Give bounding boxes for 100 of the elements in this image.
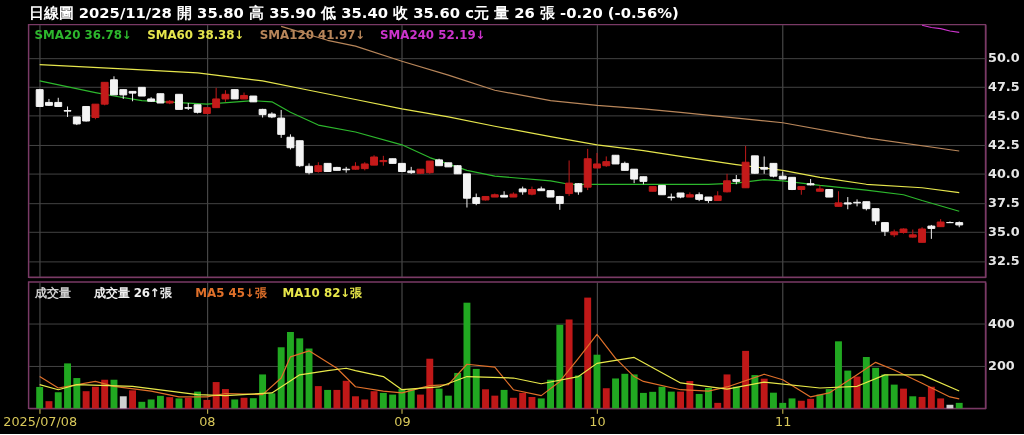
bar: [73, 378, 81, 409]
bar: [509, 397, 517, 409]
chart-title: 日線圖 2025/11/28 開 35.80 高 35.90 低 35.40 收 35.60 c元 量 26 張 -0.20 (-0.56%): [28, 3, 679, 21]
bar: [352, 396, 359, 409]
bar: [519, 392, 527, 409]
bar: [584, 297, 592, 409]
bar: [314, 386, 322, 409]
y-tick-label: 32.5: [987, 253, 1020, 269]
y-tick-label: 42.5: [987, 137, 1020, 153]
x-tick-label: 2025/07/08: [3, 413, 78, 429]
bar: [816, 394, 824, 409]
text: SMA20 36.78↓: [34, 28, 132, 43]
y-tick-label: 200: [987, 358, 1015, 374]
bar: [36, 386, 44, 409]
text: MA5 45↓張: [195, 285, 268, 300]
bar: [918, 396, 926, 409]
bar: [909, 396, 917, 409]
bar: [825, 389, 833, 409]
bar: [379, 392, 387, 409]
text: MA10 82↓張: [282, 285, 364, 300]
bar: [677, 391, 685, 409]
candlestick: [63, 105, 72, 118]
bar: [862, 357, 870, 409]
bar: [853, 376, 861, 409]
series-label: SMA120 41.97↓: [259, 28, 366, 43]
line-series: [39, 333, 960, 400]
bar: [807, 398, 815, 409]
bar: [249, 398, 257, 409]
bar: [231, 399, 239, 409]
bar: [417, 394, 424, 409]
x-tick-label: 08: [199, 413, 216, 429]
bar: [602, 388, 610, 409]
bar: [770, 392, 777, 409]
bar: [277, 347, 285, 409]
bar: [203, 399, 211, 409]
bar: [667, 391, 675, 409]
text: SMA60 38.38↓: [147, 28, 245, 43]
bar: [732, 386, 740, 409]
bar: [881, 374, 889, 409]
bar: [491, 395, 499, 409]
bar: [166, 397, 174, 409]
bar: [686, 381, 694, 409]
bar: [639, 392, 647, 409]
bar: [612, 378, 620, 409]
x-tick-label: 11: [775, 413, 792, 429]
bar: [296, 338, 304, 409]
bar: [268, 393, 276, 409]
bar: [565, 319, 573, 409]
chart-title: 成交量: [33, 285, 71, 300]
candlestick: [500, 190, 509, 198]
bar: [212, 382, 220, 409]
bar: [472, 368, 480, 409]
bar: [101, 379, 109, 409]
line-series: [921, 24, 960, 33]
bar: [370, 391, 378, 409]
bar: [138, 401, 146, 409]
bar: [435, 388, 443, 409]
bar: [54, 392, 62, 409]
bar: [91, 386, 99, 409]
bar: [835, 341, 842, 409]
bar: [444, 395, 452, 409]
y-tick-label: 40.0: [987, 166, 1020, 182]
y-tick-label: 37.5: [987, 195, 1020, 211]
bar: [751, 375, 759, 409]
bar: [695, 393, 703, 409]
bar: [454, 372, 462, 409]
bar: [556, 324, 564, 409]
bar: [630, 374, 638, 409]
bar: [342, 380, 350, 409]
line-series: [39, 64, 960, 194]
bar: [333, 389, 341, 409]
bar: [537, 398, 545, 409]
y-tick-label: 47.5: [987, 79, 1020, 95]
bar: [389, 394, 397, 409]
bar: [64, 363, 71, 409]
bar: [119, 396, 127, 409]
bar: [704, 388, 712, 409]
bar: [649, 391, 657, 409]
y-tick-label: 400: [987, 315, 1015, 331]
bar: [742, 350, 750, 409]
bar: [129, 390, 137, 409]
y-tick-label: 50.0: [987, 50, 1020, 66]
bar: [184, 397, 192, 409]
bar: [797, 400, 805, 409]
bar: [398, 389, 406, 409]
y-tick-label: 45.0: [987, 108, 1020, 124]
bar: [82, 391, 90, 409]
bar: [287, 331, 294, 409]
bar: [844, 370, 852, 409]
candlestick: [815, 184, 824, 192]
bar: [900, 388, 907, 409]
candlestick: [565, 159, 574, 197]
bar: [324, 389, 332, 409]
bar: [760, 378, 768, 409]
bar: [574, 375, 582, 409]
bar: [927, 386, 935, 409]
y-tick-label: 35.0: [987, 224, 1020, 240]
bar: [872, 367, 880, 409]
text: SMA240 52.19↓: [379, 28, 486, 43]
x-tick-label: 09: [394, 413, 411, 429]
